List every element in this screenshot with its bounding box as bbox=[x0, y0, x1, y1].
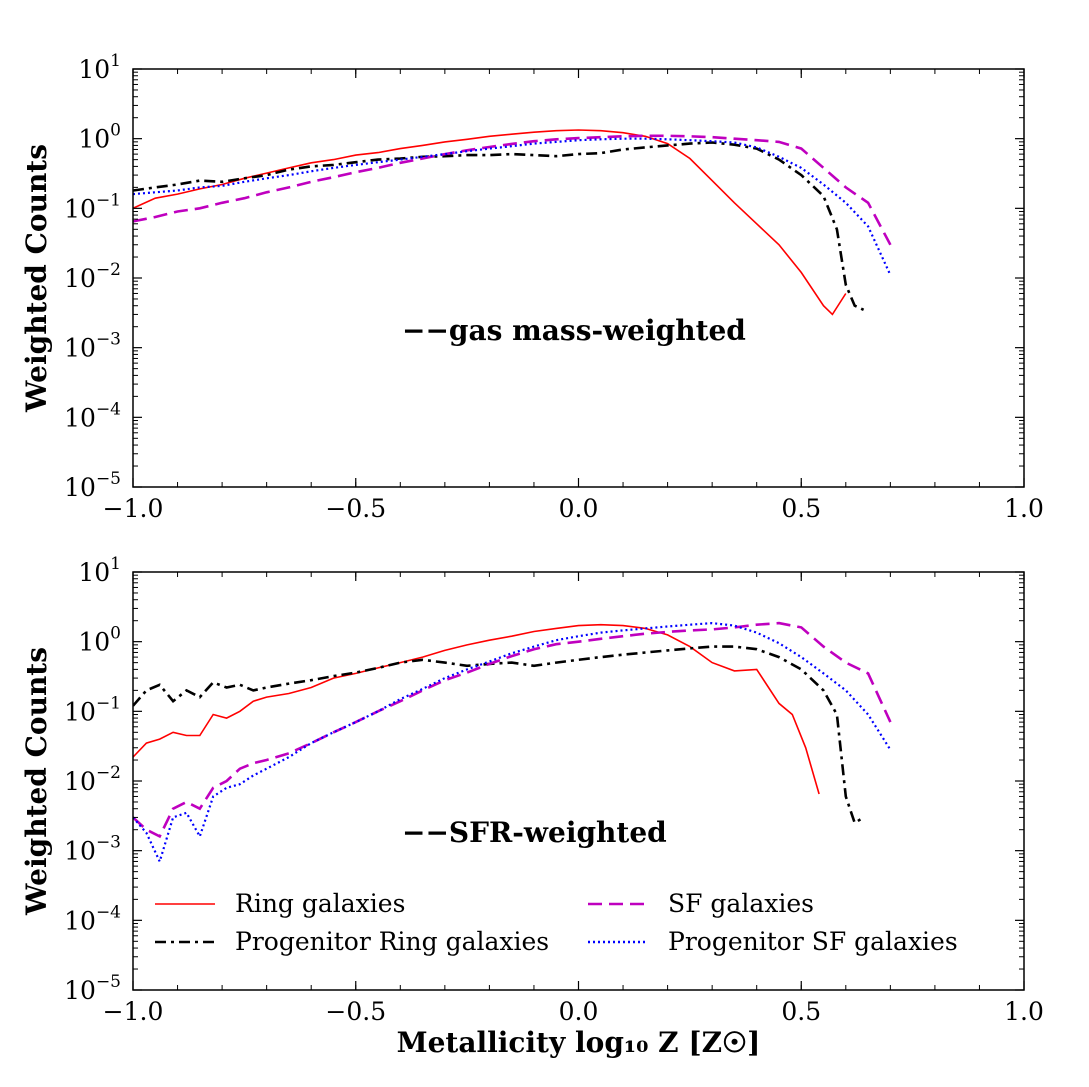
x-tick-label: 0.5 bbox=[781, 494, 821, 523]
legend-label: Progenitor Ring galaxies bbox=[235, 927, 549, 956]
series-line-progenitor-ring-galaxies bbox=[133, 645, 865, 825]
x-axis-label: Metallicity log₁₀ Z [Z☉] bbox=[397, 1026, 761, 1059]
series-line-progenitor-sf-galaxies bbox=[133, 137, 892, 276]
y-tick-label: 10−1 bbox=[64, 693, 121, 726]
y-tick-label: 100 bbox=[78, 624, 121, 657]
y-tick-label: 101 bbox=[78, 554, 121, 587]
x-tick-label: −0.5 bbox=[325, 997, 386, 1026]
y-tick-label: 10−3 bbox=[64, 833, 121, 866]
x-tick-label: −0.5 bbox=[325, 494, 386, 523]
x-tick-label: −1.0 bbox=[103, 494, 164, 523]
y-tick-label: 10−1 bbox=[64, 190, 121, 223]
series-line-ring-galaxies bbox=[133, 623, 820, 795]
y-tick-label: 101 bbox=[78, 51, 121, 84]
panel-annotation: −−SFR-weighted bbox=[402, 816, 667, 849]
y-tick-label: 10−5 bbox=[64, 972, 121, 1005]
series-line-sf-galaxies bbox=[133, 134, 892, 246]
top-panel: −1.0 −0.5 0.0 0.5 1.0 101 100 10−1 10−2 10−3 10−4 1… bbox=[20, 51, 1044, 523]
x-tick-label: 0.0 bbox=[559, 494, 599, 523]
series-line-progenitor-sf-galaxies bbox=[133, 621, 892, 865]
legend-label: SF galaxies bbox=[668, 889, 814, 918]
x-tick-label: 1.0 bbox=[1004, 494, 1044, 523]
y-axis-label: Weighted Counts bbox=[20, 647, 53, 916]
bottom-panel: −1.0 −0.5 0.0 0.5 1.0 101 100 10−1 10−2 10−3 10−4 1… bbox=[20, 554, 1044, 1059]
legend-label: Progenitor SF galaxies bbox=[668, 927, 958, 956]
y-tick-label: 10−4 bbox=[64, 399, 121, 432]
y-tick-label: 10−2 bbox=[64, 763, 121, 796]
series-line-ring-galaxies bbox=[133, 129, 847, 316]
legend: Ring galaxies SF galaxies Progenitor Ring … bbox=[155, 889, 958, 956]
y-tick-label: 10−2 bbox=[64, 260, 121, 293]
y-tick-label: 10−3 bbox=[64, 330, 121, 363]
legend-label: Ring galaxies bbox=[235, 889, 405, 918]
axes-frame bbox=[132, 68, 1025, 488]
y-axis-label: Weighted Counts bbox=[20, 144, 53, 413]
series-line-progenitor-ring-galaxies bbox=[133, 141, 865, 311]
y-tick-label: 10−4 bbox=[64, 902, 121, 935]
y-tick-label: 100 bbox=[78, 121, 121, 154]
panel-annotation: −−gas mass-weighted bbox=[402, 314, 746, 347]
x-tick-label: −1.0 bbox=[103, 997, 164, 1026]
x-tick-label: 0.5 bbox=[781, 997, 821, 1026]
y-tick-label: 10−5 bbox=[64, 469, 121, 502]
x-tick-label: 0.0 bbox=[559, 997, 599, 1026]
x-tick-label: 1.0 bbox=[1004, 997, 1044, 1026]
